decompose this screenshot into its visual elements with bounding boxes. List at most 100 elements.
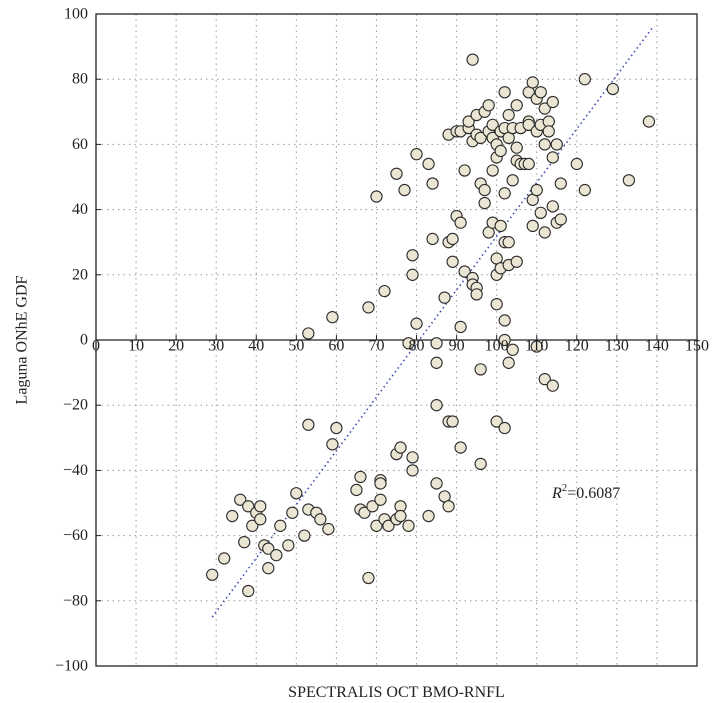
- data-point: [406, 268, 419, 281]
- data-point: [242, 500, 255, 513]
- data-point: [446, 232, 459, 246]
- data-point: [622, 174, 636, 187]
- data-point: [554, 177, 567, 190]
- data-point: [426, 232, 439, 246]
- data-point: [494, 144, 507, 158]
- data-point: [390, 167, 403, 180]
- data-point: [546, 151, 559, 164]
- data-point: [502, 108, 515, 122]
- data-point: [402, 337, 415, 350]
- data-point: [302, 327, 315, 340]
- data-point: [454, 320, 467, 334]
- data-point: [530, 340, 543, 353]
- data-point: [394, 509, 407, 523]
- data-point: [330, 421, 343, 435]
- data-points: [206, 53, 656, 598]
- data-point: [486, 164, 499, 177]
- data-point: [538, 372, 551, 386]
- trendline-layer: [211, 26, 654, 618]
- data-point: [542, 125, 555, 138]
- data-point: [430, 356, 443, 369]
- data-point: [570, 157, 583, 171]
- x-tick-label: 20: [168, 338, 184, 355]
- data-point: [370, 519, 383, 532]
- data-point: [430, 399, 443, 412]
- data-point: [254, 500, 267, 513]
- axes: [95, 13, 698, 667]
- data-point: [218, 552, 231, 565]
- data-point: [506, 174, 519, 187]
- data-point: [446, 255, 459, 268]
- data-point: [546, 95, 559, 109]
- data-point: [546, 200, 559, 213]
- data-point: [482, 99, 495, 112]
- data-point: [406, 451, 419, 464]
- data-point: [262, 562, 275, 575]
- data-point: [534, 86, 547, 99]
- data-point: [446, 415, 459, 428]
- data-point: [358, 506, 371, 519]
- data-point: [286, 506, 299, 519]
- data-point: [238, 535, 251, 549]
- data-point: [554, 213, 567, 226]
- x-tick-label: 90: [449, 338, 465, 355]
- data-point: [442, 500, 455, 513]
- data-point: [502, 356, 515, 369]
- data-point: [498, 333, 511, 347]
- data-point: [578, 183, 591, 197]
- data-point: [538, 226, 551, 239]
- r2-value: =0.6087: [567, 485, 620, 502]
- y-tick-label: 0: [80, 332, 88, 349]
- data-point: [454, 441, 467, 454]
- data-point: [550, 138, 563, 151]
- y-tick-label: −40: [63, 462, 88, 479]
- data-point: [490, 297, 503, 311]
- data-point: [270, 549, 283, 562]
- data-point: [410, 148, 423, 161]
- y-tick-label: 40: [72, 201, 88, 218]
- x-tick-label: 70: [368, 338, 384, 355]
- data-point: [398, 183, 411, 197]
- data-point: [410, 317, 423, 330]
- data-point: [302, 418, 315, 431]
- data-point: [478, 183, 491, 197]
- tick-labels: 0 10 20 30 40 50 60 70 80 90 100 110 120 130 140 150100…: [55, 6, 709, 675]
- data-point: [326, 438, 339, 451]
- x-tick-label: 60: [328, 338, 344, 355]
- x-tick-label: 40: [248, 338, 264, 355]
- trendline: [211, 26, 654, 618]
- x-tick-label: 30: [208, 338, 224, 355]
- data-point: [234, 493, 247, 506]
- data-point: [486, 118, 499, 131]
- x-tick-label: 100: [485, 338, 509, 355]
- data-point: [274, 519, 287, 532]
- x-tick-label: 140: [645, 338, 669, 355]
- data-point: [474, 363, 487, 376]
- r2-symbol: R: [551, 485, 562, 502]
- data-point: [534, 206, 547, 220]
- data-point: [510, 99, 523, 112]
- data-point: [474, 457, 487, 471]
- data-point: [206, 568, 219, 581]
- data-point: [438, 291, 451, 304]
- y-tick-label: 80: [72, 71, 88, 88]
- data-point: [362, 301, 375, 314]
- data-point: [326, 311, 339, 324]
- y-tick-label: −80: [63, 592, 88, 609]
- data-point: [242, 584, 255, 598]
- data-point: [282, 539, 295, 552]
- data-point: [546, 379, 559, 392]
- data-point: [406, 464, 419, 477]
- r-squared-annotation: R2=0.6087: [551, 482, 620, 502]
- data-point: [262, 542, 275, 555]
- data-point: [458, 164, 471, 177]
- data-point: [226, 509, 239, 523]
- data-point: [426, 177, 439, 190]
- data-point: [462, 115, 475, 128]
- data-point: [458, 265, 471, 278]
- data-point: [498, 314, 511, 327]
- y-axis-label: Laguna ONhE GDF: [14, 275, 31, 404]
- data-point: [522, 118, 535, 131]
- data-point: [298, 529, 311, 542]
- y-tick-label: 100: [64, 6, 88, 23]
